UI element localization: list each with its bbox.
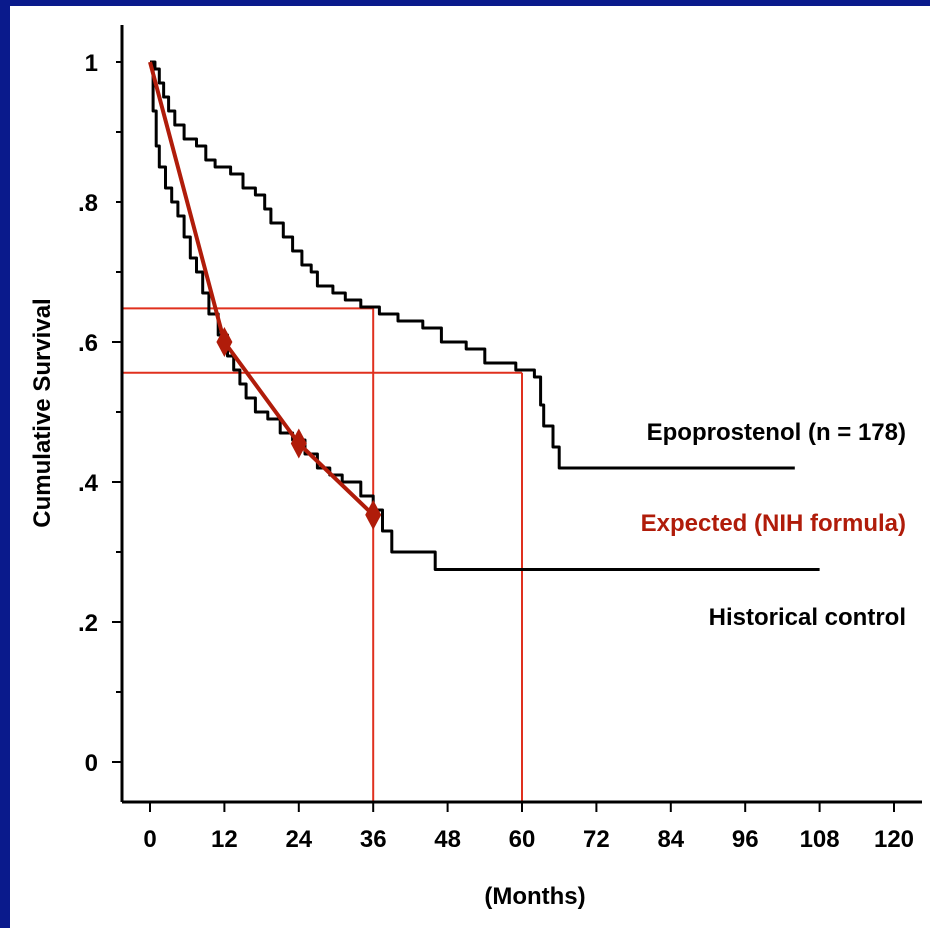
x-tick-label: 0 (143, 826, 156, 853)
x-tick-label: 60 (509, 826, 536, 853)
guide-lines (122, 307, 523, 802)
series-line-1 (150, 60, 820, 571)
x-tick-label: 24 (285, 826, 312, 853)
top-band (0, 0, 930, 6)
y-tick-label: .4 (78, 470, 99, 497)
x-tick-label: 96 (732, 826, 759, 853)
y-tick-label: .8 (78, 190, 98, 217)
y-tick-label: 1 (85, 50, 98, 77)
expected-markers (216, 327, 382, 530)
label-historical: Historical control (709, 604, 906, 631)
series-lines (148, 60, 820, 571)
y-tick-label: .6 (78, 330, 98, 357)
x-tick-label: 36 (360, 826, 387, 853)
x-tick-label: 84 (657, 826, 684, 853)
x-tick-label: 48 (434, 826, 461, 853)
y-tick-label: .2 (78, 610, 98, 637)
series-line-2 (148, 61, 375, 517)
x-tick-label: 120 (874, 826, 914, 853)
x-tick-label: 72 (583, 826, 610, 853)
expected-diamond-marker (290, 428, 307, 459)
label-expected: Expected (NIH formula) (641, 510, 906, 537)
ticks: 0 12 24 36 48 60 72 84 96 108 120 0 .2 .4 .6 .8 1 (78, 50, 914, 853)
label-epoprostenol: Epoprostenol (n = 178) (647, 419, 906, 446)
y-axis-label: Cumulative Survival (29, 298, 56, 527)
y-tick-label: 0 (85, 750, 98, 777)
expected-diamond-marker (216, 327, 233, 357)
x-tick-label: 12 (211, 826, 238, 853)
series-line-0 (150, 60, 795, 470)
x-tick-label: 108 (800, 826, 840, 853)
x-axis-label: (Months) (484, 883, 585, 910)
expected-diamond-marker (365, 499, 382, 530)
